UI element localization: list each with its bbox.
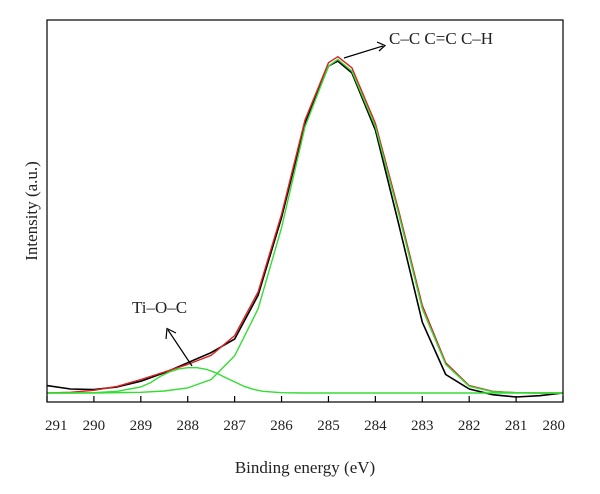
series-line-2 — [47, 367, 563, 394]
x-axis-label: Binding energy (eV) — [235, 458, 375, 477]
x-tick-label-282: 282 — [458, 418, 481, 434]
plot-frame — [46, 19, 564, 403]
x-tick-label-285: 285 — [317, 418, 340, 434]
x-tick-label-290: 290 — [83, 418, 106, 434]
x-tick-label-291: 291 — [45, 418, 68, 434]
x-tick-label-281: 281 — [505, 418, 528, 434]
series-layer — [46, 56, 564, 398]
main-peak-arrow-head — [376, 41, 387, 52]
ti-o-c-arrow-head — [165, 327, 177, 340]
y-axis-label: Intensity (a.u.) — [22, 161, 41, 261]
x-tick-label-286: 286 — [270, 418, 293, 434]
x-tick-label-284: 284 — [364, 418, 387, 434]
annotation-main-peak: C–C C=C C–H — [389, 29, 493, 48]
x-tick-label-283: 283 — [411, 418, 434, 434]
annotation-ti-o-c: Ti–O–C — [132, 298, 187, 317]
annotations: C–C C=C C–H Ti–O–C — [132, 29, 493, 367]
x-tick-label-288: 288 — [176, 418, 199, 434]
ti-o-c-arrow — [167, 329, 193, 367]
x-tick-label-287: 287 — [223, 418, 246, 434]
x-tick-label-289: 289 — [130, 418, 153, 434]
series-line-3 — [47, 58, 563, 394]
main-peak-arrow — [343, 45, 384, 59]
series-line-0 — [46, 60, 564, 398]
x-ticks: 291 290 289 288 287 286 285 284 283 282 281 280 — [45, 396, 565, 434]
series-line-1 — [46, 56, 563, 394]
x-tick-label-280: 280 — [543, 418, 566, 434]
